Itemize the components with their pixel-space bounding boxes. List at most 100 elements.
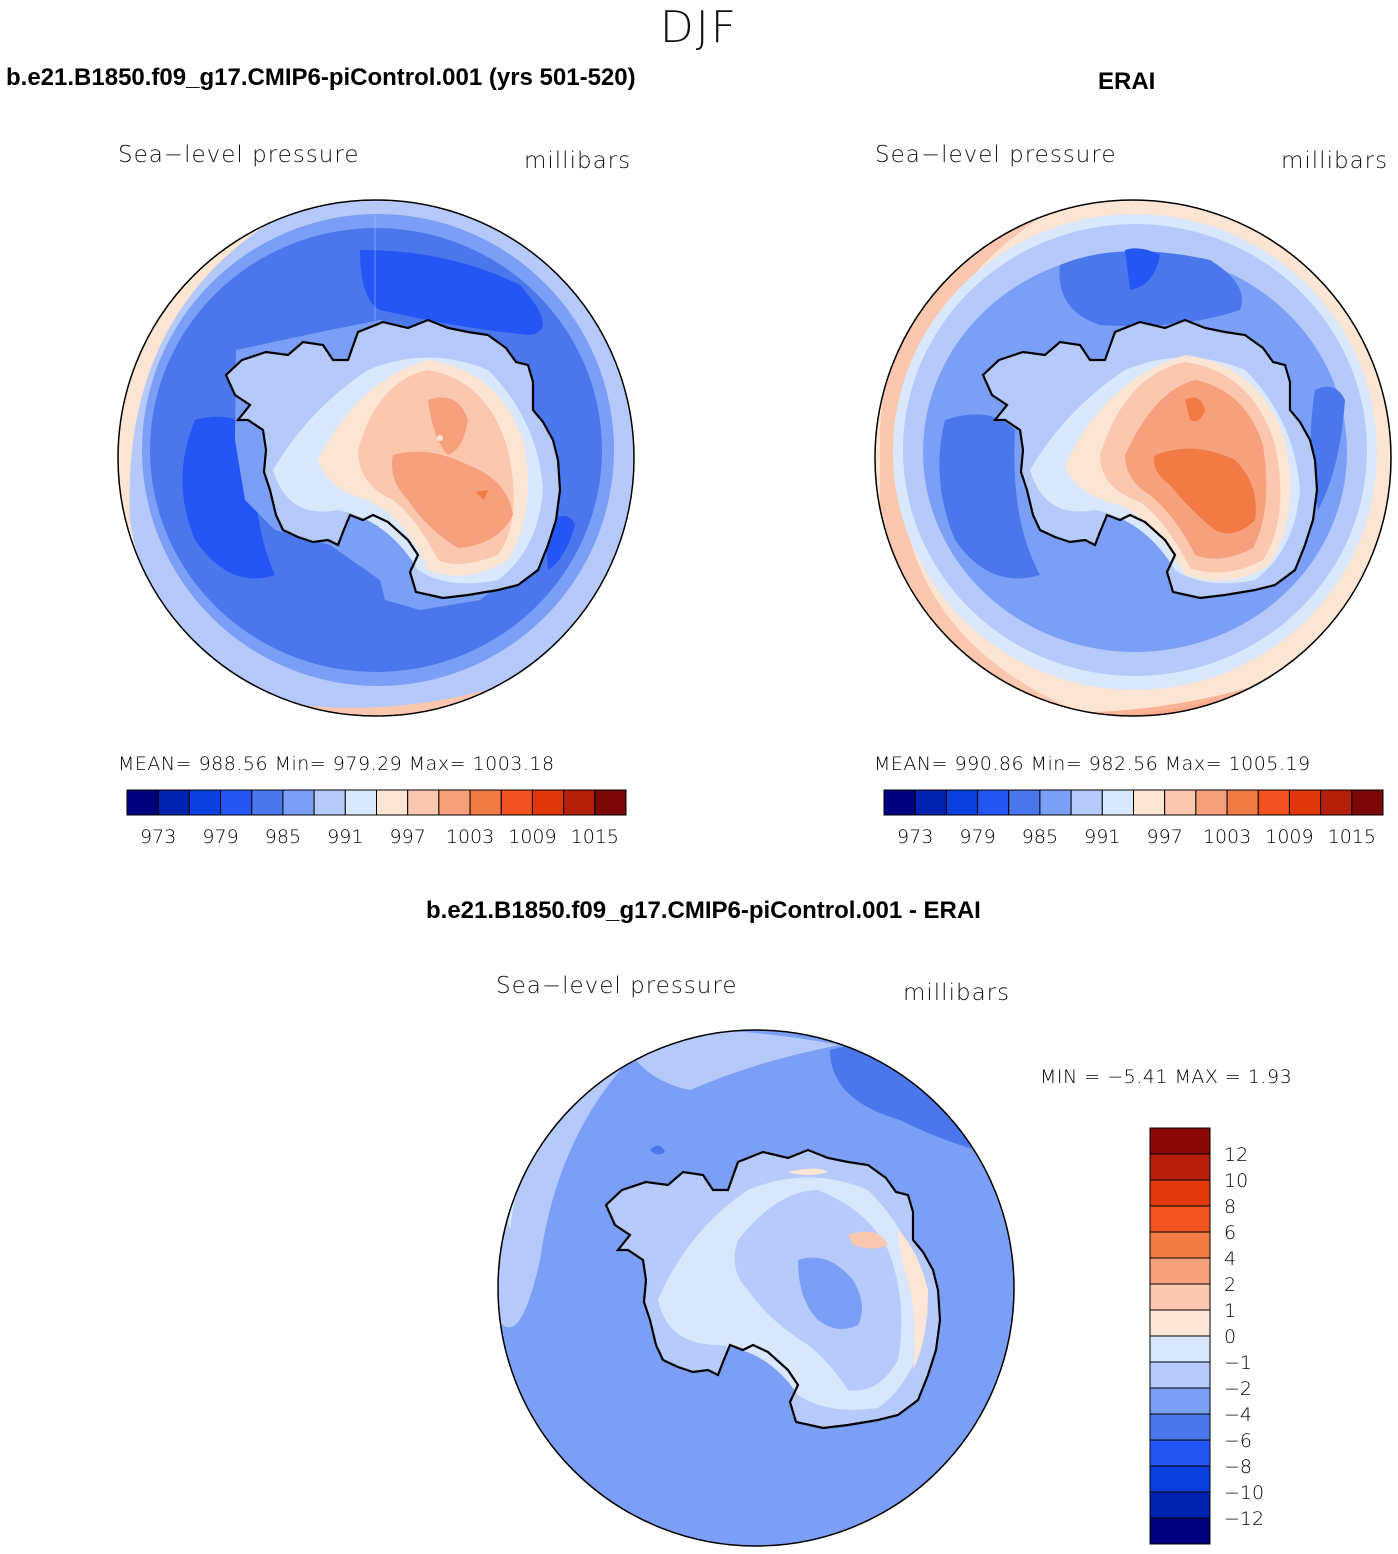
panel-3-stats: MIN = −5.41 MAX = 1.93: [1040, 1066, 1293, 1088]
colorbar-panel-2-swatch: [1008, 789, 1041, 816]
colorbar-panel-1-swatch: [376, 789, 409, 816]
colorbar-panel-2-swatch: [1039, 789, 1072, 816]
colorbar-panel-3-tick-label: 2: [1224, 1274, 1236, 1296]
colorbar-panel-2-swatch: [1257, 789, 1290, 816]
colorbar-panel-1-swatch: [469, 789, 502, 816]
panel-2-variable-label: Sea−level pressure: [875, 142, 1117, 168]
colorbar-panel-1-swatch: [220, 789, 253, 816]
colorbar-panel-3-swatch: [1149, 1257, 1211, 1285]
colorbar-panel-1-tick-label: 1003: [446, 826, 494, 848]
colorbar-panel-3-tick-label: 10: [1224, 1170, 1248, 1192]
colorbar-panel-2-tick-label: 991: [1084, 826, 1120, 848]
colorbar-panel-3-tick-label: 8: [1224, 1196, 1236, 1218]
colorbar-panel-2-tick-label: 1003: [1203, 826, 1251, 848]
panel-1-variable-label: Sea−level pressure: [118, 142, 360, 168]
colorbar-panel-2-tick-label: 973: [897, 826, 933, 848]
colorbar-panel-3-tick-label: −2: [1224, 1378, 1252, 1400]
colorbar-panel-2-swatch: [945, 789, 979, 816]
map-panel-2-border: [874, 199, 1392, 717]
colorbar-panel-2-tick-label: 997: [1147, 826, 1183, 848]
colorbar-panel-2-swatch: [1070, 789, 1103, 816]
colorbar-panel-2-tick-label: 1015: [1328, 826, 1376, 848]
colorbar-panel-2-swatch: [977, 789, 1010, 816]
colorbar-panel-3-tick-label: −4: [1224, 1404, 1252, 1426]
colorbar-panel-1-swatch: [500, 789, 533, 816]
panel-3-title: b.e21.B1850.f09_g17.CMIP6-piControl.001 …: [426, 897, 981, 924]
colorbar-panel-3-swatch: [1149, 1465, 1211, 1493]
colorbar-panel-3-swatch: [1149, 1439, 1211, 1467]
colorbar-panel-2-swatch: [1351, 789, 1384, 816]
colorbar-panel-3-tick-label: 1: [1224, 1300, 1236, 1322]
colorbar-panel-3-swatch: [1149, 1361, 1211, 1389]
colorbar-panel-2-tick-label: 1009: [1265, 826, 1313, 848]
colorbar-panel-3-swatch: [1149, 1205, 1211, 1233]
colorbar-panel-1-tick-label: 1009: [508, 826, 556, 848]
colorbar-panel-1-swatch: [126, 789, 159, 816]
colorbar-panel-2-swatch: [1195, 789, 1228, 816]
colorbar-panel-1-tick-label: 997: [390, 826, 426, 848]
colorbar-panel-3-swatch: [1149, 1153, 1211, 1181]
colorbar-panel-2-tick-label: 979: [959, 826, 995, 848]
colorbar-panel-3-tick-label: −10: [1224, 1482, 1264, 1504]
panel-2-title: ERAI: [1098, 68, 1156, 95]
colorbar-panel-3-swatch: [1149, 1387, 1211, 1415]
colorbar-panel-1-swatch: [531, 789, 565, 816]
colorbar-panel-1-swatch: [407, 789, 440, 816]
panel-3-units-label: millibars: [903, 980, 1011, 1006]
colorbar-panel-1-tick-label: 991: [327, 826, 363, 848]
map-panel-3-border: [497, 1029, 1015, 1547]
panel-1-stats: MEAN= 988.56 Min= 979.29 Max= 1003.18: [118, 753, 555, 775]
colorbar-panel-3-swatch: [1149, 1413, 1211, 1441]
map-panel-1-border: [117, 199, 635, 717]
colorbar-panel-1-tick-label: 973: [140, 826, 176, 848]
colorbar-panel-3-swatch: [1149, 1179, 1211, 1207]
colorbar-panel-2-tick-label: 985: [1022, 826, 1058, 848]
map-panel-1: [118, 200, 634, 716]
colorbar-panel-1: 973 979 985 991 997 1003 1009 1015: [126, 789, 627, 848]
panel-2-units-label: millibars: [1281, 148, 1389, 174]
map-panel-3: [498, 1030, 1014, 1546]
colorbar-panel-2-swatch: [883, 789, 916, 816]
colorbar-panel-2-swatch: [1226, 789, 1259, 816]
colorbar-panel-2: 973 979 985 991 997 1003 1009 1015: [883, 789, 1384, 848]
colorbar-panel-3-tick-label: 4: [1224, 1248, 1236, 1270]
colorbar-panel-3-swatch: [1149, 1127, 1211, 1155]
colorbar-panel-3-tick-label: −1: [1224, 1352, 1252, 1374]
colorbar-panel-3-swatch: [1149, 1335, 1211, 1363]
colorbar-panel-3-tick-label: 12: [1224, 1144, 1248, 1166]
colorbar-panel-1-swatch: [594, 789, 627, 816]
figure-title: DJF: [659, 2, 739, 53]
panel-3-variable-label: Sea−level pressure: [496, 973, 738, 999]
colorbar-panel-2-swatch: [1101, 789, 1134, 816]
colorbar-panel-3-tick-label: −8: [1224, 1456, 1252, 1478]
colorbar-panel-3-tick-label: 0: [1224, 1326, 1236, 1348]
colorbar-panel-1-swatch: [438, 789, 471, 816]
colorbar-panel-3-swatch: [1149, 1491, 1211, 1519]
colorbar-panel-3-swatch: [1149, 1517, 1211, 1545]
colorbar-panel-2-swatch: [1164, 789, 1197, 816]
colorbar-panel-3-tick-label: −12: [1224, 1508, 1264, 1530]
colorbar-panel-3-swatch: [1149, 1231, 1211, 1259]
colorbar-panel-2-swatch: [914, 789, 947, 816]
colorbar-panel-1-swatch: [344, 789, 377, 816]
colorbar-panel-1-swatch: [563, 789, 596, 816]
colorbar-panel-1-tick-label: 979: [202, 826, 238, 848]
colorbar-panel-1-swatch: [188, 789, 222, 816]
colorbar-panel-1-swatch: [313, 789, 346, 816]
panel-1-title: b.e21.B1850.f09_g17.CMIP6-piControl.001 …: [6, 64, 636, 91]
colorbar-panel-1-swatch: [282, 789, 315, 816]
colorbar-panel-3-swatch: [1149, 1283, 1211, 1311]
colorbar-panel-3-swatch: [1149, 1309, 1211, 1337]
panel-1-units-label: millibars: [524, 148, 632, 174]
colorbar-panel-3-tick-label: 6: [1224, 1222, 1236, 1244]
colorbar-panel-2-swatch: [1320, 789, 1353, 816]
colorbar-panel-1-swatch: [157, 789, 190, 816]
map-panel-2: [875, 200, 1391, 716]
colorbar-panel-1-swatch: [251, 789, 284, 816]
colorbar-panel-2-swatch: [1133, 789, 1166, 816]
panel-2-stats: MEAN= 990.86 Min= 982.56 Max= 1005.19: [874, 753, 1311, 775]
colorbar-panel-1-tick-label: 985: [265, 826, 301, 848]
colorbar-panel-3-tick-label: −6: [1224, 1430, 1252, 1452]
